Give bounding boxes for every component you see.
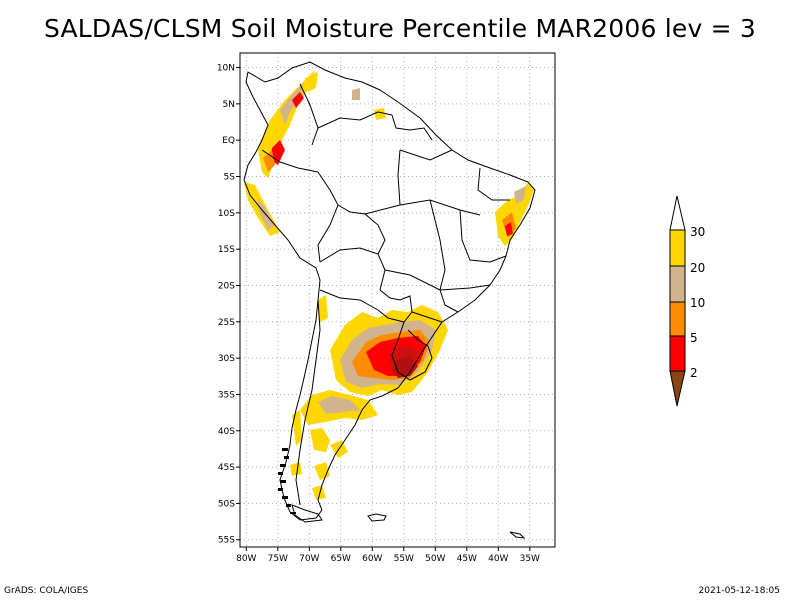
patagonia-5 <box>290 462 302 476</box>
colorbar-label: 30 <box>690 225 705 239</box>
lon-tick-label: 35W <box>520 554 540 564</box>
brazil-state-line-1 <box>364 199 481 216</box>
lat-tick-label: 10N <box>217 64 235 74</box>
brazil-state-line-4 <box>459 209 507 263</box>
lat-tick-label: 5S <box>224 173 236 183</box>
lat-tick-label: 20S <box>218 281 235 291</box>
lon-tick-label: 65W <box>331 554 351 564</box>
footer-timestamp: 2021-05-12-18:05 <box>698 586 781 596</box>
lon-tick-label: 55W <box>394 554 414 564</box>
colorbar-label: 10 <box>690 296 705 310</box>
border-chile-argentina <box>295 299 321 506</box>
guyana-yellow <box>374 108 386 120</box>
map-title: SALDAS/CLSM Soil Moisture Percentile MAR… <box>43 14 757 43</box>
border-bolivia-north <box>319 247 386 291</box>
bahia-red <box>505 222 513 236</box>
lat-tick-label: 35S <box>218 390 235 400</box>
lat-tick-label: 55S <box>218 536 235 546</box>
border-peru-brazil <box>317 171 339 263</box>
lat-tick-label: 30S <box>218 354 235 364</box>
brazil-state-line-3 <box>384 269 491 291</box>
andes-north-tan <box>280 82 304 125</box>
venezuela-spot <box>352 88 360 100</box>
border-paraguay <box>377 289 413 323</box>
lat-tick-label: 45S <box>218 463 235 473</box>
patagonia-1 <box>310 428 330 452</box>
venezuela-yellow <box>305 72 318 92</box>
colorbar-2-5 <box>669 335 686 372</box>
border-guianas <box>391 114 433 141</box>
border-venezuela-brazil <box>317 111 393 129</box>
andes-north-orange <box>263 150 275 172</box>
brazil-state-line-7 <box>477 167 510 201</box>
lat-tick-label: 25S <box>218 318 235 328</box>
tierra-del-fuego <box>291 504 323 523</box>
lat-tick-label: 15S <box>218 245 235 255</box>
brazil-state-line-5 <box>399 149 453 161</box>
colorbar: 30 20 10 5 2 <box>669 195 705 407</box>
lat-tick-label: EQ <box>222 136 235 146</box>
border-argentina-uruguay <box>391 321 433 381</box>
lon-tick-label: 70W <box>299 554 319 564</box>
patagonia-4 <box>312 485 326 500</box>
colorbar-above-30 <box>669 195 686 231</box>
brazil-state-line-9 <box>411 311 443 323</box>
colorbar-label: 5 <box>690 331 698 345</box>
border-argentina-bolivia <box>319 289 379 311</box>
chile-mid <box>318 295 328 322</box>
map-frame <box>239 52 556 548</box>
andes-north-red-2 <box>292 92 304 108</box>
lon-tick-label: 45W <box>457 554 477 564</box>
south-georgia <box>509 531 526 539</box>
axis-ticks: 80W 75W 70W 65W 60W 55W 50W 45W 40W 35W 10N 5N EQ 5S 1… <box>217 64 540 564</box>
lon-tick-label: 80W <box>236 554 256 564</box>
continent-coastline <box>243 61 536 521</box>
lat-tick-label: 10S <box>218 209 235 219</box>
brazil-state-line-8 <box>439 289 459 313</box>
chile-south <box>292 410 302 446</box>
colorbar-5-10 <box>669 301 686 337</box>
chile-fjords <box>278 448 296 514</box>
lat-tick-label: 40S <box>218 427 235 437</box>
lat-tick-label: 50S <box>218 499 235 509</box>
lon-tick-label: 50W <box>425 554 445 564</box>
falkland-islands <box>367 513 387 522</box>
lon-tick-label: 40W <box>488 554 508 564</box>
central-arg-tan <box>318 396 360 414</box>
colorbar-20-30 <box>669 229 686 267</box>
border-colombia-ecuador-peru <box>261 149 319 173</box>
lat-tick-label: 5N <box>223 100 235 110</box>
colorbar-10-20 <box>669 265 686 303</box>
lon-tick-label: 75W <box>268 554 288 564</box>
colorbar-label: 20 <box>690 261 705 275</box>
border-bolivia-brazil <box>337 204 386 255</box>
colorbar-below-2 <box>669 370 686 407</box>
brazil-state-line-6 <box>397 149 401 206</box>
colorbar-label: 2 <box>690 366 698 380</box>
footer-credit: GrADS: COLA/IGES <box>4 586 89 596</box>
bahia-yellow <box>495 182 534 246</box>
bahia-tan <box>514 186 526 204</box>
brazil-state-line-2 <box>429 199 446 291</box>
lon-tick-label: 60W <box>362 554 382 564</box>
soil-moisture-shading <box>244 70 534 500</box>
country-outlines <box>243 61 536 539</box>
border-colombia-venezuela <box>299 83 319 146</box>
